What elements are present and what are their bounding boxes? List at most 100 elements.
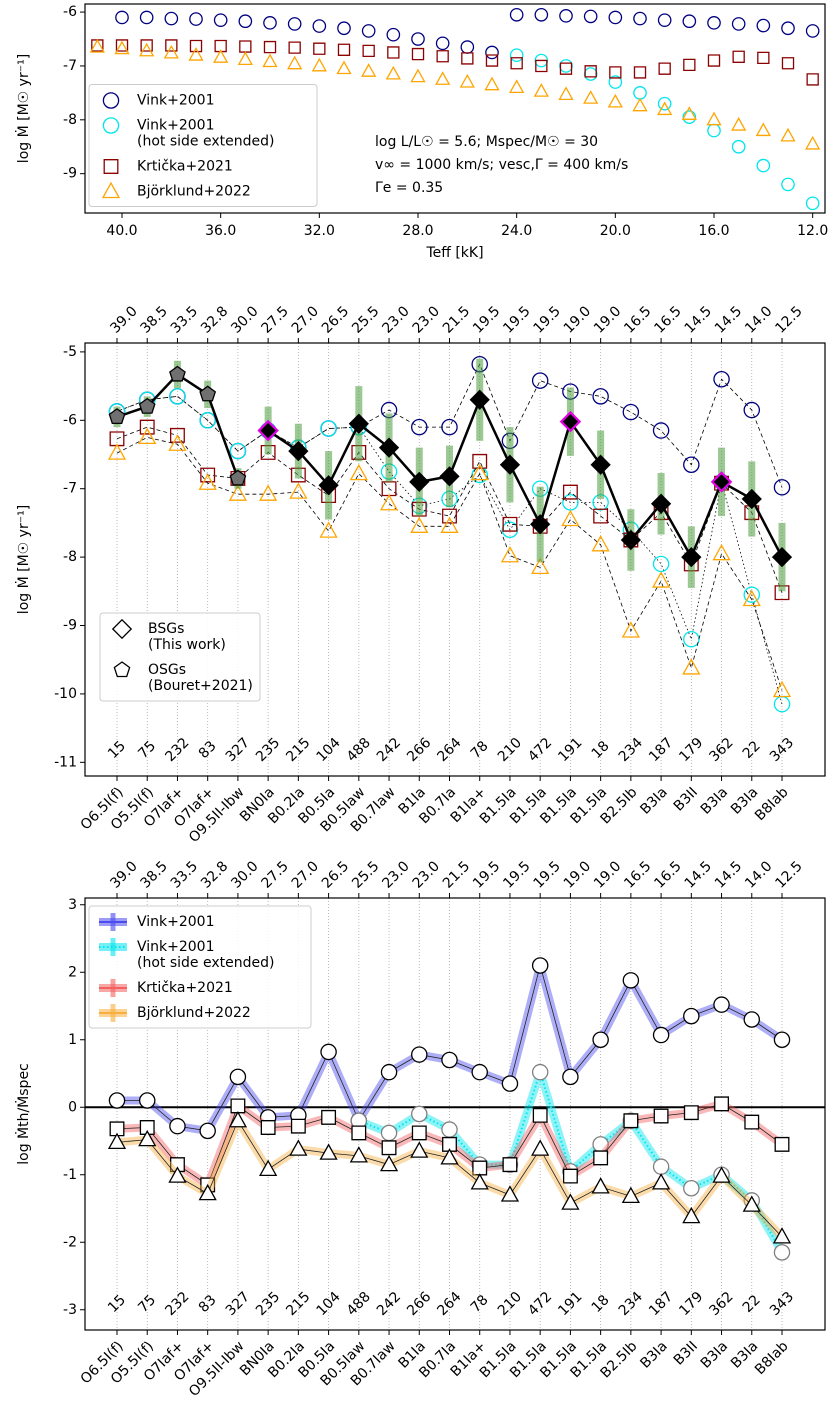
top-tick-label: 19.5 xyxy=(500,303,533,336)
y-axis-label: log Ṁ [M☉ yr⁻¹] xyxy=(14,54,32,163)
marker xyxy=(411,1105,428,1123)
legend-label: Vink+2001 xyxy=(137,914,215,930)
count-label: 22 xyxy=(740,738,764,762)
marker xyxy=(336,60,352,75)
marker xyxy=(651,1173,671,1190)
marker xyxy=(163,44,179,59)
marker xyxy=(411,418,428,436)
marker xyxy=(313,42,326,55)
marker xyxy=(756,18,771,33)
marker xyxy=(707,123,721,138)
x-tick-label: B3II xyxy=(671,784,701,814)
marker xyxy=(237,51,253,66)
marker xyxy=(742,1195,761,1212)
marker xyxy=(114,40,130,55)
marker xyxy=(239,40,252,53)
marker xyxy=(319,521,338,538)
marker xyxy=(101,181,121,199)
marker xyxy=(532,1107,548,1123)
count-label: 179 xyxy=(676,735,706,765)
marker xyxy=(743,401,761,419)
y-axis-label: log Ṁth/Ṁspec xyxy=(14,1063,32,1165)
marker xyxy=(657,101,673,116)
marker xyxy=(409,471,430,492)
marker xyxy=(411,1125,427,1141)
marker xyxy=(109,431,125,447)
marker xyxy=(531,1139,550,1156)
y-tick-label: -6 xyxy=(63,412,77,428)
marker xyxy=(229,469,247,486)
marker xyxy=(387,46,400,59)
marker xyxy=(623,1113,639,1129)
legend-box xyxy=(99,612,261,702)
top-tick-label: 39.0 xyxy=(107,303,140,336)
marker xyxy=(168,434,187,451)
y-tick-label: 0 xyxy=(68,1099,77,1115)
annotation: v∞ = 1000 km/s; vesc,Γ = 400 km/s xyxy=(375,157,628,173)
marker xyxy=(805,196,820,211)
marker xyxy=(441,1051,458,1069)
top-tick-label: 14.5 xyxy=(712,858,745,891)
marker xyxy=(590,454,611,475)
marker xyxy=(461,52,474,65)
marker xyxy=(380,1124,398,1142)
marker xyxy=(164,11,179,26)
marker xyxy=(436,50,449,63)
marker xyxy=(780,127,796,142)
marker xyxy=(472,1160,488,1176)
count-label: 15 xyxy=(105,1292,129,1316)
x-tick-label: B3Ia xyxy=(698,1338,731,1371)
marker xyxy=(140,39,153,52)
plot-frame xyxy=(84,897,826,1331)
count-label: 15 xyxy=(105,738,129,762)
top-tick-label: 23.0 xyxy=(410,858,443,891)
marker xyxy=(213,49,229,63)
top-tick-label: 27.0 xyxy=(289,858,322,891)
marker xyxy=(441,1121,458,1138)
marker xyxy=(683,1180,700,1197)
marker xyxy=(559,9,573,23)
count-label: 343 xyxy=(767,735,797,765)
legend-label: (hot side extended) xyxy=(137,134,274,150)
marker xyxy=(657,13,672,27)
x-tick-label: B8Iab xyxy=(752,784,792,824)
marker xyxy=(805,24,820,38)
marker xyxy=(440,1148,459,1165)
top-tick-label: 14.0 xyxy=(742,303,775,336)
marker xyxy=(361,63,377,77)
marker xyxy=(348,413,369,434)
marker xyxy=(559,62,573,75)
top-tick-label: 33.5 xyxy=(168,858,201,891)
top-tick-label: 27.5 xyxy=(258,303,291,336)
count-label: 191 xyxy=(555,735,585,765)
count-label: 78 xyxy=(468,1292,492,1316)
top-tick-label: 19.5 xyxy=(500,858,533,891)
marker xyxy=(591,535,610,552)
marker xyxy=(683,1105,699,1121)
marker xyxy=(657,96,672,111)
marker xyxy=(683,630,700,648)
marker xyxy=(531,557,550,575)
marker xyxy=(139,1120,155,1135)
marker xyxy=(743,586,761,603)
marker xyxy=(485,54,499,67)
marker xyxy=(411,1046,428,1063)
marker xyxy=(439,466,460,487)
top-tick-label: 19.5 xyxy=(470,858,503,891)
y-tick-label: -11 xyxy=(54,754,77,770)
marker xyxy=(633,11,647,26)
marker xyxy=(531,957,549,974)
marker xyxy=(108,408,126,424)
legend-label: Krtička+2021 xyxy=(137,980,233,996)
series-line xyxy=(358,1068,783,1253)
marker xyxy=(289,482,308,499)
top-tick-label: 30.0 xyxy=(228,303,261,336)
marker xyxy=(501,521,519,538)
marker xyxy=(731,139,746,154)
marker xyxy=(531,372,549,389)
marker xyxy=(385,65,401,80)
y-tick-label: -1 xyxy=(63,1167,77,1183)
marker xyxy=(349,1146,368,1163)
marker xyxy=(361,24,376,38)
marker xyxy=(562,484,578,500)
